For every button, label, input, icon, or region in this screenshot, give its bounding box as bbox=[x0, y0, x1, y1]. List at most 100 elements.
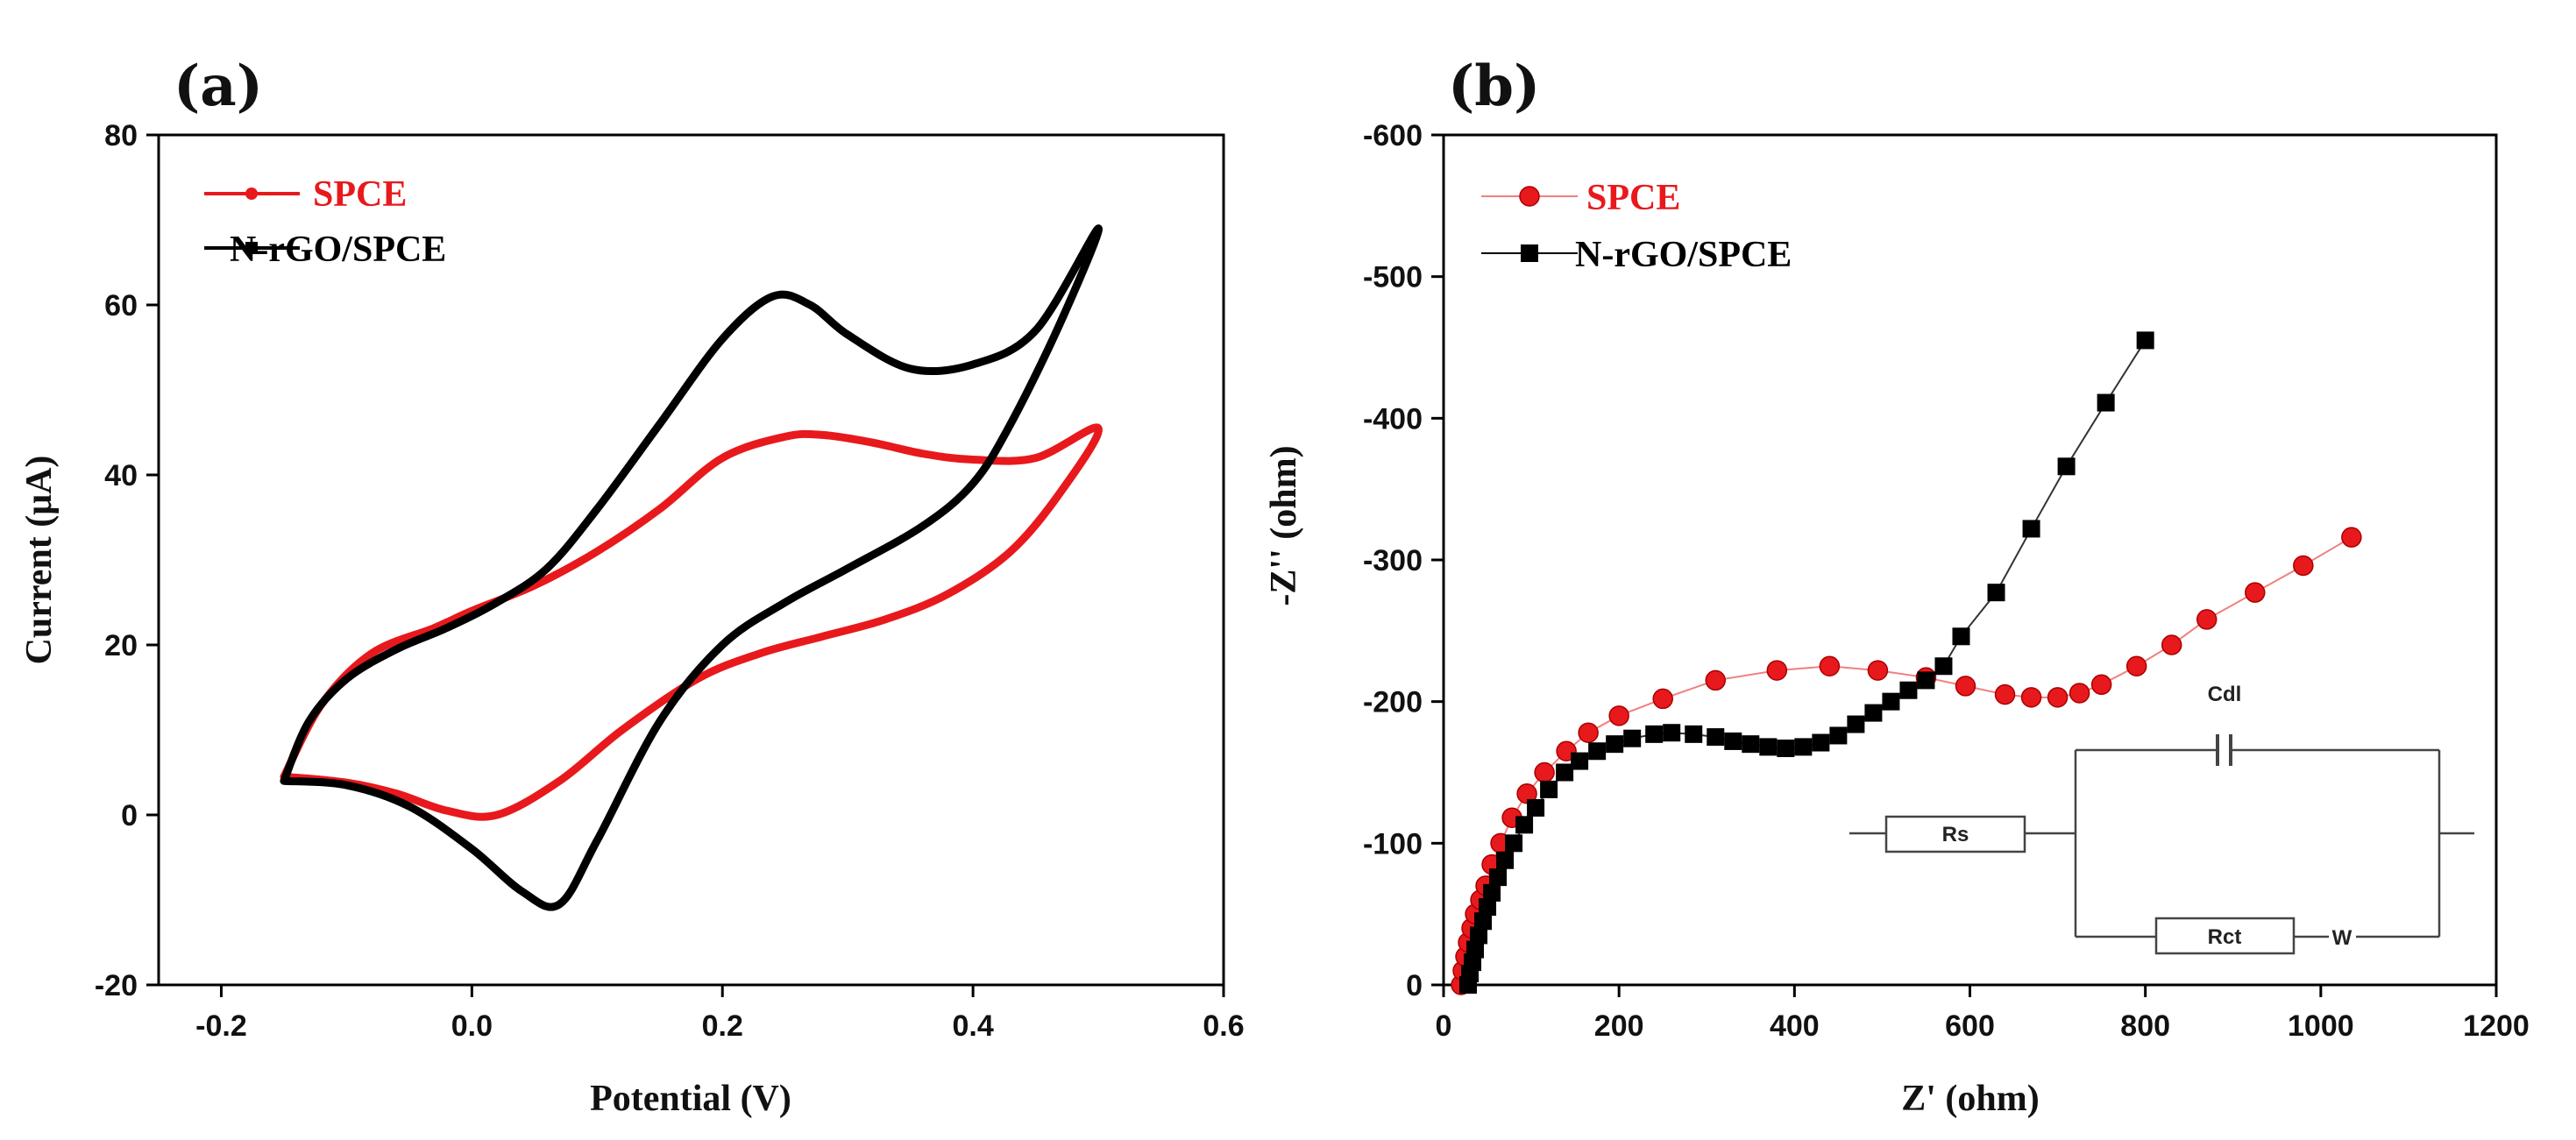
x-tick-label: 400 bbox=[1770, 1009, 1820, 1043]
data-point-n-rgo-spce bbox=[2057, 457, 2076, 476]
data-point-spce bbox=[2069, 683, 2090, 704]
data-point-spce bbox=[1955, 676, 1976, 697]
data-point-spce bbox=[1994, 683, 2016, 705]
data-point-n-rgo-spce bbox=[1623, 729, 1642, 747]
panel-a-frame bbox=[157, 133, 1225, 987]
data-point-n-rgo-spce bbox=[1899, 681, 1918, 699]
series-line-n-rgo-spce bbox=[280, 224, 1103, 911]
panel-a: (a) -0.2 0.0 0.2 0.4 0.6 -20 0 20 40 60 80 Potenti… bbox=[19, 53, 1245, 1119]
data-point-n-rgo-spce bbox=[1759, 738, 1778, 756]
data-point-n-rgo-spce bbox=[2136, 331, 2154, 350]
data-point-spce bbox=[2293, 555, 2314, 577]
legend-b-spce-marker bbox=[1519, 186, 1540, 207]
series-connector-n-rgo-spce bbox=[1467, 339, 2147, 986]
data-point-n-rgo-spce bbox=[1645, 725, 1664, 743]
data-point-spce bbox=[2125, 655, 2147, 676]
data-point-spce bbox=[2341, 527, 2362, 548]
data-point-spce bbox=[2161, 634, 2182, 655]
data-point-n-rgo-spce bbox=[1466, 940, 1485, 959]
data-point-n-rgo-spce bbox=[1707, 728, 1725, 747]
data-point-n-rgo-spce bbox=[1847, 715, 1865, 733]
panel-a-xlabel: Potential (V) bbox=[590, 1079, 791, 1119]
panel-b: (b) 0 200 400 600 800 1000 1200 0 -100 -200 -300 -4… bbox=[1264, 53, 2530, 1119]
data-point-spce bbox=[1819, 655, 1841, 676]
panel-a-legend: SPCE N-rGO/SPCE bbox=[204, 174, 446, 270]
data-point-n-rgo-spce bbox=[1515, 816, 1534, 834]
data-point-n-rgo-spce bbox=[1987, 584, 2005, 602]
circuit-cdl-label: Cdl bbox=[2208, 683, 2242, 706]
data-point-n-rgo-spce bbox=[1540, 780, 1558, 798]
data-point-n-rgo-spce bbox=[1663, 724, 1681, 742]
data-point-spce bbox=[2020, 687, 2042, 708]
legend-a-nrgo-label: N-rGO/SPCE bbox=[230, 230, 446, 270]
data-point-spce bbox=[2047, 687, 2069, 708]
panel-b-series bbox=[1451, 331, 2362, 995]
x-tick-label: 0.6 bbox=[1203, 1009, 1244, 1043]
x-tick-label: 1200 bbox=[2463, 1009, 2530, 1043]
data-point-n-rgo-spce bbox=[1606, 735, 1624, 754]
data-point-spce bbox=[1705, 669, 1727, 691]
data-point-n-rgo-spce bbox=[1489, 868, 1508, 887]
data-point-spce bbox=[2196, 609, 2218, 630]
y-tick-label: 0 bbox=[1406, 969, 1423, 1002]
x-tick-label: 0.2 bbox=[702, 1009, 743, 1043]
x-tick-label: 800 bbox=[2120, 1009, 2170, 1043]
data-point-spce bbox=[1867, 660, 1889, 681]
legend-a-nrgo-marker bbox=[245, 242, 258, 254]
panel-b-legend: SPCE N-rGO/SPCE bbox=[1481, 178, 1792, 275]
y-tick-label: 80 bbox=[104, 119, 138, 152]
x-tick-label: 1000 bbox=[2288, 1009, 2354, 1043]
data-point-spce bbox=[1516, 783, 1537, 804]
panel-a-label: (a) bbox=[174, 53, 263, 119]
panel-a-series bbox=[280, 224, 1103, 911]
data-point-spce bbox=[1608, 705, 1629, 726]
data-point-spce bbox=[2090, 674, 2112, 696]
data-point-n-rgo-spce bbox=[1571, 752, 1589, 770]
panel-b-ticks: 0 200 400 600 800 1000 1200 0 -100 -200 -300 -400 -5… bbox=[1363, 119, 2530, 1043]
circuit-rs-resistor bbox=[1884, 815, 2026, 853]
data-point-spce bbox=[1578, 722, 1599, 743]
legend-a-spce-label: SPCE bbox=[313, 174, 407, 215]
data-point-spce bbox=[1652, 688, 1673, 710]
data-point-n-rgo-spce bbox=[1496, 851, 1515, 869]
data-point-n-rgo-spce bbox=[1794, 738, 1813, 756]
data-point-spce bbox=[2245, 582, 2266, 603]
y-tick-label: 20 bbox=[104, 629, 138, 662]
data-point-n-rgo-spce bbox=[1588, 742, 1607, 761]
x-tick-label: 0.0 bbox=[451, 1009, 493, 1043]
data-point-n-rgo-spce bbox=[1470, 926, 1488, 945]
y-tick-label: -20 bbox=[95, 969, 138, 1002]
panel-b-xlabel: Z' (ohm) bbox=[1901, 1079, 2040, 1119]
x-tick-label: 200 bbox=[1594, 1009, 1644, 1043]
y-tick-label: -400 bbox=[1363, 402, 1423, 435]
data-point-n-rgo-spce bbox=[2022, 520, 2040, 538]
data-point-n-rgo-spce bbox=[1505, 834, 1523, 853]
x-tick-label: 600 bbox=[1945, 1009, 1995, 1043]
data-point-n-rgo-spce bbox=[1483, 883, 1501, 902]
y-tick-label: 0 bbox=[121, 799, 138, 832]
circuit-rct-label: Rct bbox=[2208, 925, 2242, 949]
data-point-n-rgo-spce bbox=[1952, 627, 1970, 646]
circuit-rs-label: Rs bbox=[1942, 823, 1969, 846]
data-point-n-rgo-spce bbox=[2097, 393, 2115, 412]
data-point-n-rgo-spce bbox=[1882, 692, 1900, 711]
legend-b-nrgo-label: N-rGO/SPCE bbox=[1575, 235, 1792, 275]
legend-a-spce-marker bbox=[245, 188, 258, 200]
circuit-rct-resistor bbox=[2154, 917, 2296, 955]
data-point-n-rgo-spce bbox=[1685, 725, 1703, 743]
legend-b-spce-label: SPCE bbox=[1586, 178, 1680, 218]
panel-b-ylabel: -Z'' (ohm) bbox=[1264, 445, 1304, 605]
x-tick-label: -0.2 bbox=[195, 1009, 247, 1043]
panel-a-ticks: -0.2 0.0 0.2 0.4 0.6 -20 0 20 40 60 80 bbox=[95, 119, 1245, 1043]
data-point-n-rgo-spce bbox=[1777, 740, 1795, 758]
data-point-n-rgo-spce bbox=[1742, 735, 1760, 754]
panel-b-label: (b) bbox=[1448, 53, 1540, 119]
x-tick-label: 0.4 bbox=[952, 1009, 993, 1043]
data-point-n-rgo-spce bbox=[1479, 898, 1497, 917]
equivalent-circuit: Rs Cdl Rct W bbox=[1849, 683, 2474, 955]
y-tick-label: 40 bbox=[104, 459, 138, 492]
x-tick-label: 0 bbox=[1436, 1009, 1452, 1043]
data-point-n-rgo-spce bbox=[1556, 763, 1574, 782]
y-tick-label: -100 bbox=[1363, 827, 1423, 860]
